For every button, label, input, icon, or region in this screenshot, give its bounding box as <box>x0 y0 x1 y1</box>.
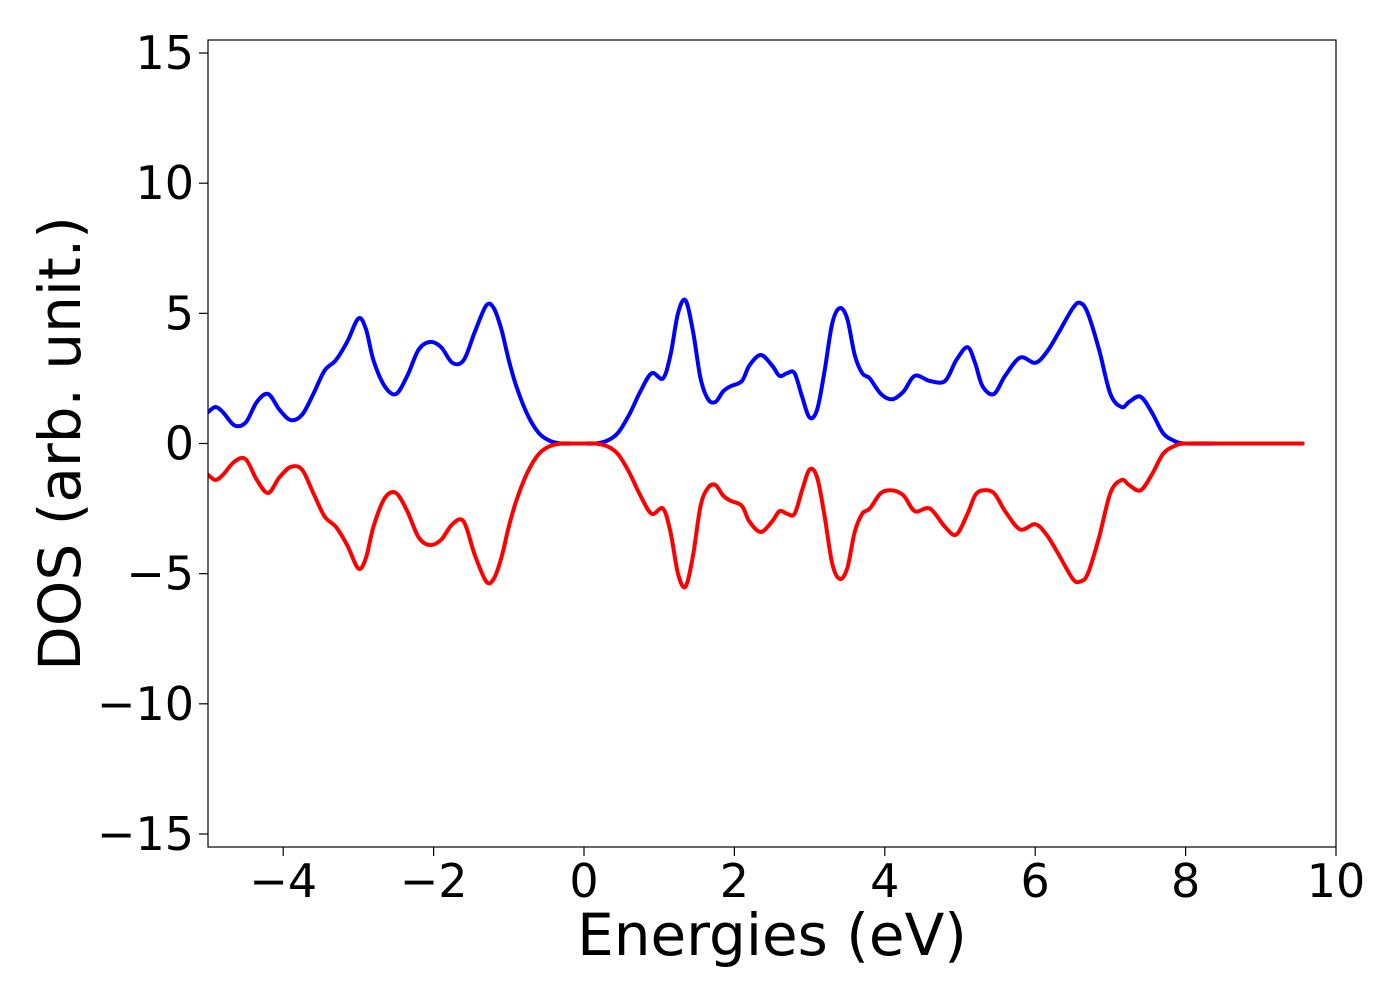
y-tick-label: 0 <box>165 417 194 471</box>
y-axis-label: DOS (arb. unit.) <box>26 216 94 671</box>
x-tick-label: 0 <box>569 854 598 908</box>
x-tick-label: 8 <box>1171 854 1200 908</box>
y-axis-ticks: −15 −10 −5 0 5 10 15 <box>97 26 208 861</box>
x-tick-label: 10 <box>1307 854 1366 908</box>
series-line-spin-up <box>208 297 1305 446</box>
x-axis-label: Energies (eV) <box>577 901 967 969</box>
y-tick-label: 5 <box>165 286 194 340</box>
y-tick-label: −10 <box>97 677 194 731</box>
x-axis-ticks: −4 −2 0 2 4 6 8 10 <box>249 847 1365 908</box>
x-tick-label: −4 <box>249 854 317 908</box>
y-tick-label: 15 <box>135 26 194 80</box>
series-line-spin-down <box>208 441 1305 590</box>
series-layer <box>208 297 1305 590</box>
y-tick-label: 10 <box>135 156 194 210</box>
x-tick-label: −2 <box>400 854 468 908</box>
y-tick-label: −15 <box>97 807 194 861</box>
y-tick-label: −5 <box>126 547 194 601</box>
x-tick-label: 6 <box>1021 854 1050 908</box>
x-tick-label: 4 <box>870 854 899 908</box>
x-tick-label: 2 <box>720 854 749 908</box>
